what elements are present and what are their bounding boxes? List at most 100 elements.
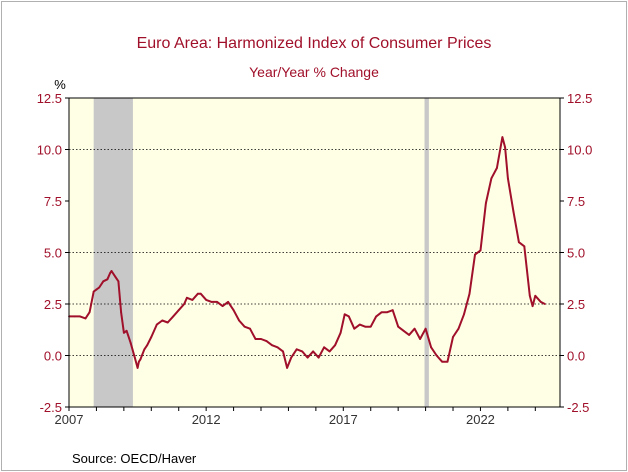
data-point: [117, 280, 120, 283]
y-tick-label-right: 7.5: [567, 194, 585, 209]
data-point: [506, 177, 509, 180]
data-point: [402, 329, 405, 332]
y-tick-label-left: 7.5: [44, 194, 62, 209]
data-point: [343, 313, 346, 316]
data-point: [534, 294, 537, 297]
data-point: [523, 245, 526, 248]
data-point: [150, 336, 153, 338]
data-point: [243, 325, 246, 328]
data-point: [166, 321, 169, 324]
data-point: [110, 270, 113, 272]
data-point: [79, 315, 81, 318]
data-point: [227, 301, 229, 303]
y-tick-label-right: 12.5: [567, 91, 592, 106]
data-point: [290, 356, 293, 359]
data-point: [517, 241, 520, 244]
data-point: [490, 177, 493, 180]
data-point: [98, 286, 101, 289]
data-point: [295, 348, 298, 351]
data-point: [463, 313, 465, 316]
data-point: [339, 331, 342, 334]
data-point: [177, 309, 180, 312]
y-tick-label-right: 5.0: [567, 246, 585, 261]
data-point: [501, 136, 504, 139]
data-point: [413, 327, 416, 330]
data-point: [375, 315, 378, 318]
data-point: [129, 342, 132, 345]
data-point: [191, 298, 194, 301]
data-point: [386, 311, 389, 314]
data-point: [531, 305, 534, 307]
data-point: [380, 311, 383, 314]
data-point: [205, 298, 208, 301]
data-point: [312, 350, 315, 353]
data-point: [317, 356, 320, 359]
data-point: [139, 358, 142, 361]
data-point: [364, 325, 367, 328]
data-point: [479, 249, 482, 252]
data-point: [391, 309, 394, 312]
source-note: Source: OECD/Haver: [72, 451, 197, 466]
y-tick-label-left: 12.5: [37, 91, 62, 106]
data-point: [323, 346, 326, 349]
data-point: [496, 167, 498, 169]
y-tick-label-left: 2.5: [44, 297, 62, 312]
data-point: [199, 292, 202, 295]
y-tick-label-right: 10.0: [567, 143, 592, 158]
data-point: [430, 346, 432, 349]
data-point: [210, 301, 213, 303]
data-point: [138, 360, 140, 363]
data-point: [452, 336, 454, 338]
data-point: [474, 253, 476, 256]
y-tick-label-right: 2.5: [567, 297, 585, 312]
plot-border: [68, 97, 561, 408]
data-point: [347, 315, 350, 318]
data-point: [197, 292, 199, 295]
data-point: [441, 360, 443, 363]
data-point: [358, 323, 361, 326]
data-point: [92, 290, 95, 293]
y-tick-label-left: 5.0: [44, 246, 62, 261]
x-tick-label: 2007: [55, 412, 84, 427]
data-point: [106, 278, 109, 281]
data-point: [221, 305, 224, 307]
data-point: [183, 303, 186, 305]
data-point: [485, 202, 487, 204]
data-point: [512, 210, 515, 213]
y-tick-label-left: -2.5: [40, 400, 62, 415]
data-point: [539, 301, 542, 303]
data-point: [282, 350, 284, 353]
data-point: [301, 350, 304, 353]
data-point: [446, 360, 449, 363]
data-point: [120, 311, 123, 314]
data-point: [172, 315, 175, 318]
data-point: [133, 356, 136, 359]
data-point: [109, 272, 112, 274]
data-point: [84, 317, 87, 320]
data-point: [260, 338, 262, 340]
chart-subtitle: Year/Year % Change: [249, 64, 379, 80]
data-point: [334, 344, 336, 347]
data-point: [468, 292, 471, 295]
data-point: [122, 331, 125, 334]
data-point: [238, 319, 240, 322]
data-point: [102, 280, 105, 283]
data-point: [136, 366, 139, 369]
data-point: [286, 366, 288, 369]
data-point: [265, 340, 268, 342]
y-tick-label-right: 0.0: [567, 349, 585, 364]
data-point: [186, 296, 188, 299]
data-point: [528, 294, 531, 297]
data-point: [161, 319, 164, 322]
data-point: [328, 350, 331, 353]
data-point: [88, 311, 91, 314]
data-point: [435, 354, 438, 357]
y-tick-label-right: -2.5: [567, 400, 589, 415]
data-point: [114, 276, 117, 279]
data-point: [155, 323, 158, 326]
data-point: [457, 327, 460, 330]
y-unit-label: %: [54, 77, 66, 92]
data-point: [271, 344, 273, 347]
data-point: [232, 309, 235, 312]
